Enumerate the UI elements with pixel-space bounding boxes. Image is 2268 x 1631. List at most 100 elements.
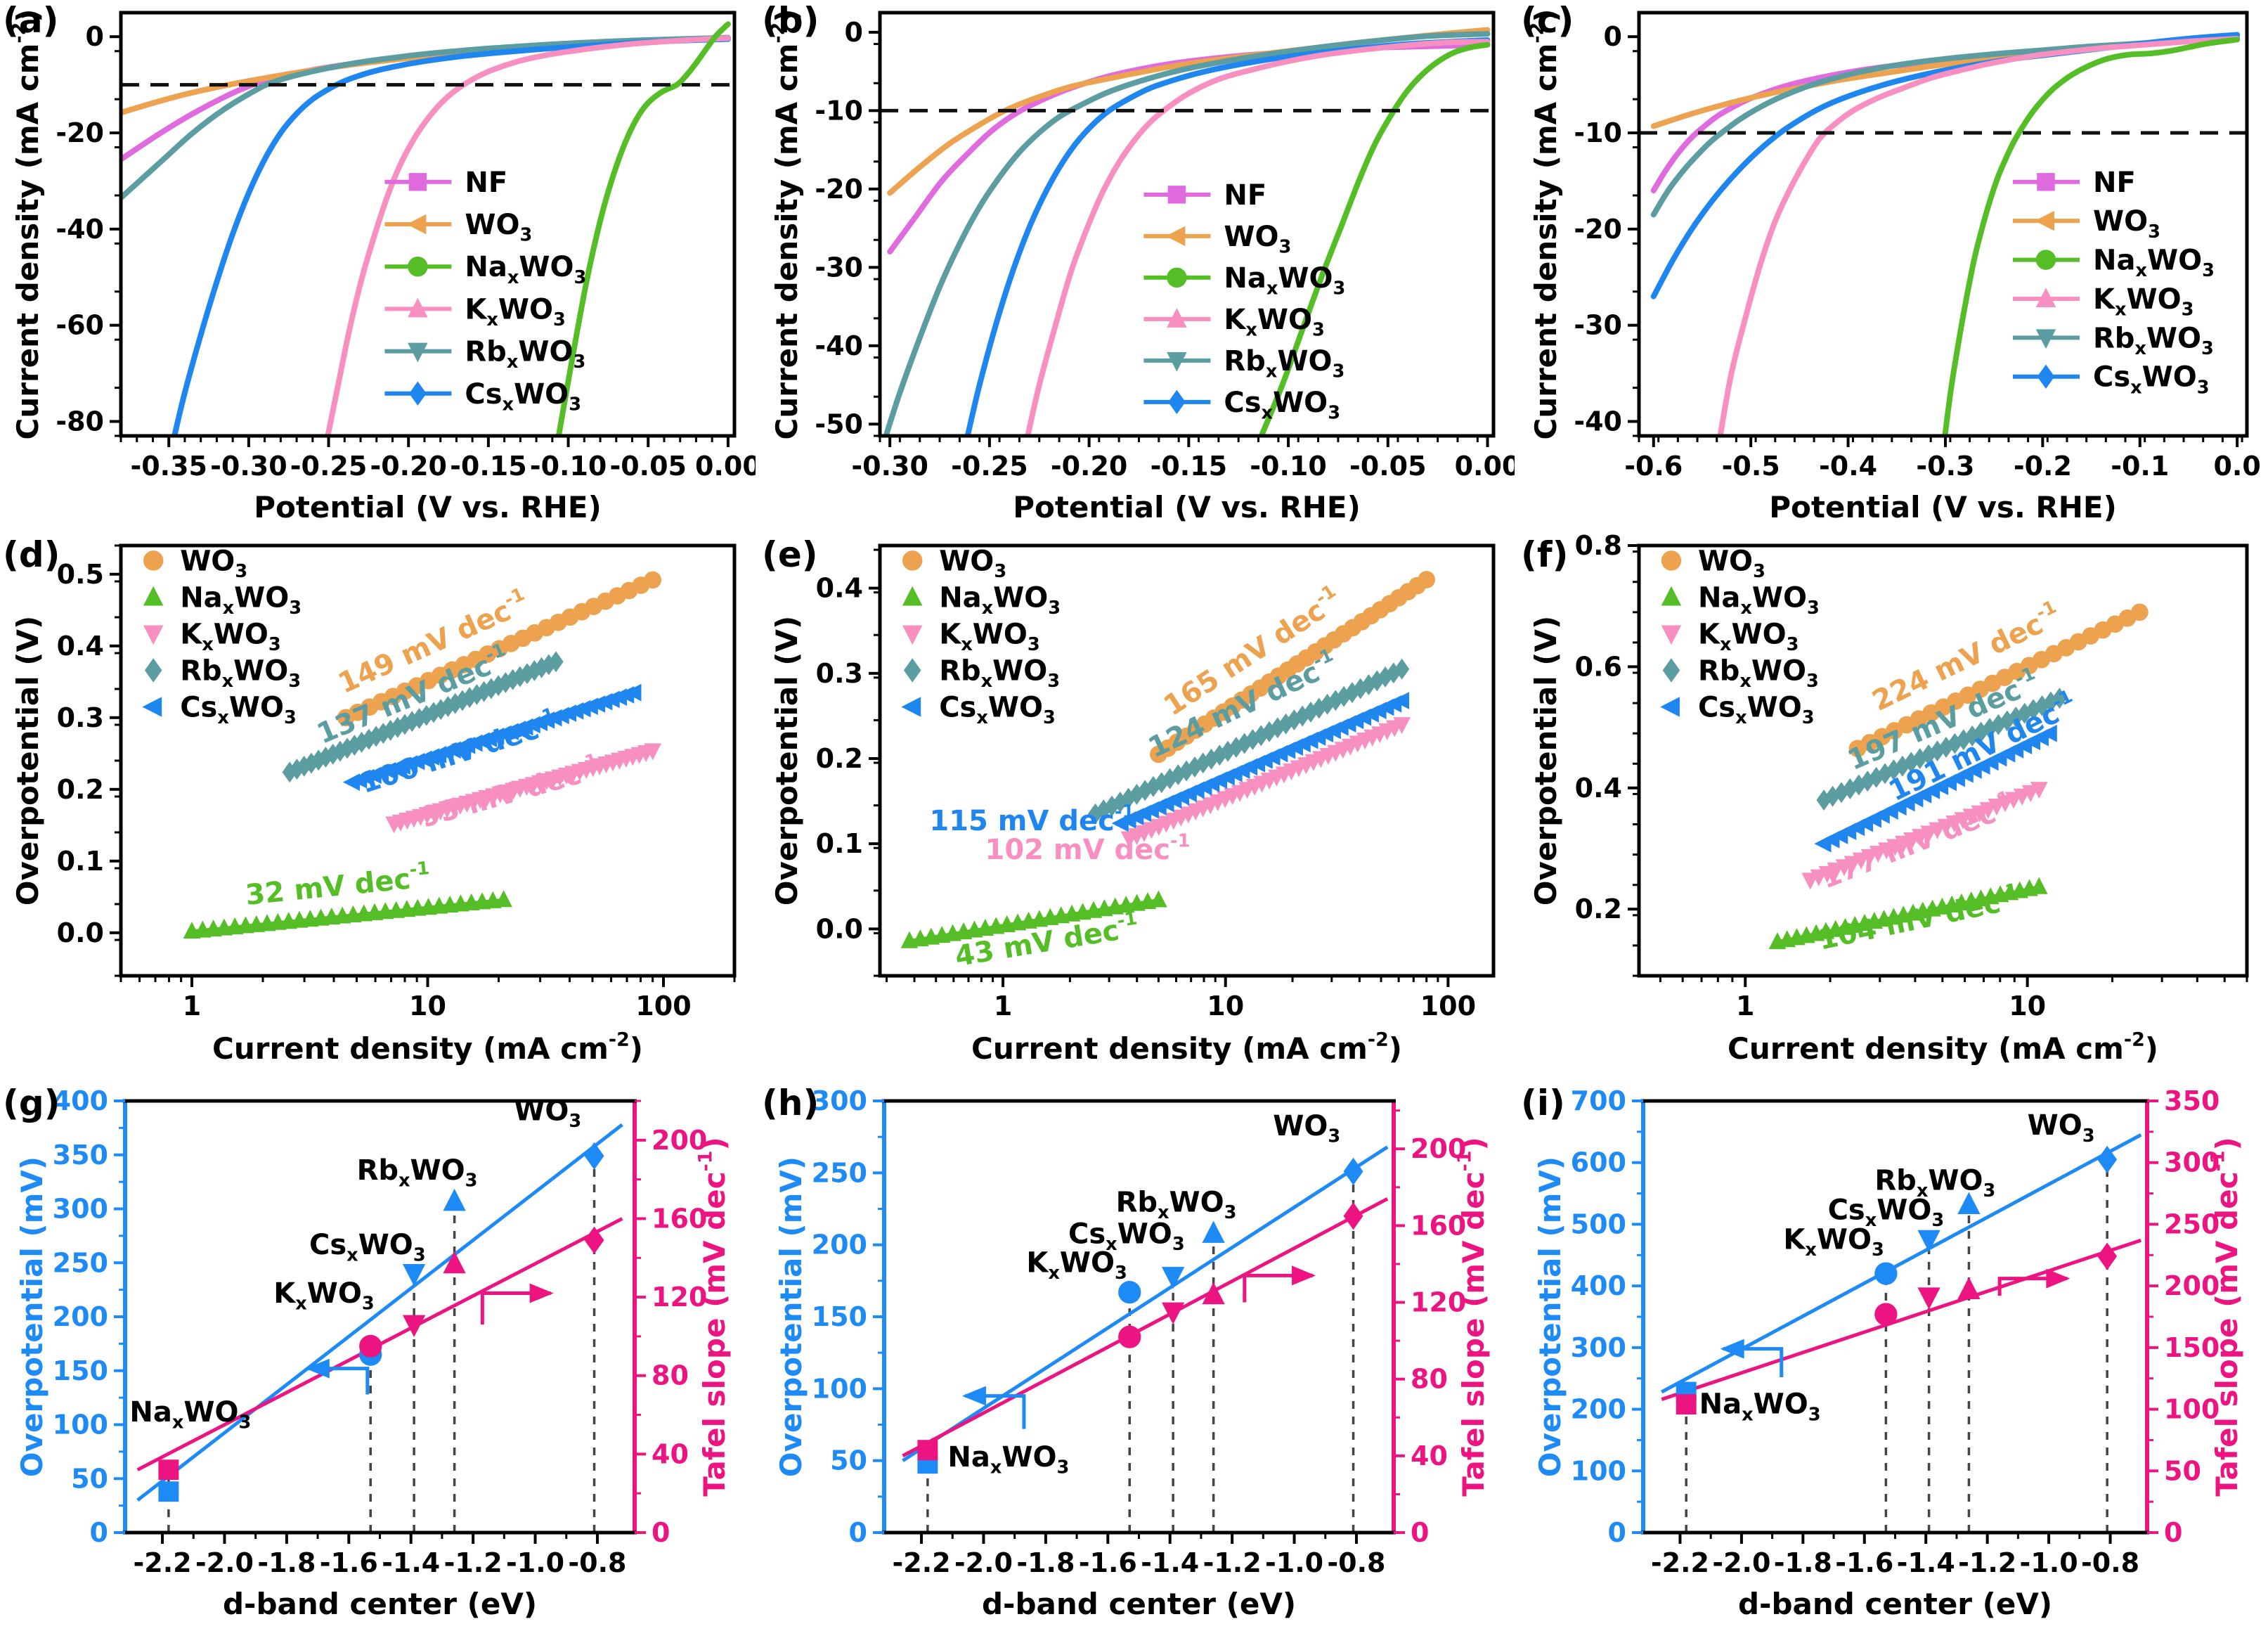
legend-label: RbxWO3 [465, 336, 585, 373]
y-tick-label: -20 [56, 117, 104, 148]
legend-label: CsxWO3 [2093, 361, 2210, 399]
x-axis-title: Current density (mA cm-2) [212, 1029, 643, 1066]
x-tick-label: -0.6 [1624, 451, 1683, 482]
series-cs [1814, 724, 2057, 853]
y-tick-label-right: 0 [652, 1517, 670, 1548]
axis-indicator-arrow [1243, 1273, 1314, 1303]
legend-item-nf: NF [384, 167, 507, 199]
legend-label: NF [1224, 179, 1266, 212]
legend-item-wo3: WO3 [384, 209, 532, 246]
arrowhead [529, 1283, 554, 1303]
legend-item-nf: NF [2012, 167, 2136, 199]
curves [1650, 32, 2241, 436]
tafel-slope-label: 104 mV dec-1 [1815, 879, 2023, 957]
plot-frame [878, 543, 1496, 978]
panel-e: (e) 165 mV dec-1 124 mV dec-1 115 mV dec-1… [759, 534, 1515, 1083]
y-tick-label: -30 [1574, 310, 1622, 341]
y-tick-label-right: 350 [2164, 1085, 2220, 1116]
y-tick-label: 0.5 [57, 559, 104, 590]
y-tick-label: 50 [71, 1463, 108, 1494]
y-tick-label-right: 300 [2164, 1147, 2220, 1178]
axis-arrows [961, 1265, 1316, 1429]
x-tick-label: 100 [635, 991, 691, 1021]
y-axis-title: Overpotential (V) [770, 616, 804, 905]
axes: 1 10 100 0.0 0.1 0.2 0.3 0.4 Current density (mA… [770, 548, 1476, 1066]
legend-item-wo3: WO3 [1661, 545, 1765, 582]
x-tick-label: -0.20 [1051, 451, 1128, 482]
axis-arrows [305, 1283, 554, 1395]
legend-label: KxWO3 [1698, 618, 1799, 655]
y-tick-label-right: 150 [2164, 1332, 2220, 1363]
x-tick-label: 10 [2009, 991, 2046, 1021]
legend-item-na: NaxWO3 [2012, 245, 2215, 281]
legend-label: NaxWO3 [180, 581, 302, 619]
legend-item-wo3: WO3 [143, 545, 247, 582]
curve-k [1025, 39, 1491, 436]
legend-label: CsxWO3 [180, 692, 297, 729]
legend-label: WO3 [1224, 221, 1291, 258]
y-tick-label: 50 [830, 1445, 867, 1476]
material-label: NaxWO3 [947, 1441, 1069, 1478]
series-rb [1816, 688, 2068, 811]
tafel-slope-label: 102 mV dec-1 [985, 830, 1191, 866]
y-tick-label: 0.6 [1575, 651, 1622, 682]
x-axis-title: d-band center (eV) [223, 1587, 537, 1621]
x-tick-label: -0.8 [2081, 1547, 2139, 1578]
x-tick-label: 1 [994, 991, 1012, 1021]
y-axis-title: Current density (mA cm-2) [767, 9, 804, 440]
legend-item-rb: RbxWO3 [2012, 322, 2214, 359]
x-axis-title: Current density (mA cm-2) [971, 1029, 1402, 1066]
y-tick-label: -40 [1574, 406, 1622, 437]
right-axis-title: Tafel slope (mV dec-1) [695, 1137, 732, 1496]
material-label: RbxWO3 [1116, 1187, 1237, 1224]
fit-line-overpotential [136, 1123, 623, 1502]
series-wo3 [1150, 571, 1436, 763]
x-tick-label: -1.0 [2020, 1547, 2078, 1578]
panel-i: (i) NaxWO3 KxWO3 CsxWO3 RbxWO3 WO3 -2.2 -2.0 -1… [1518, 1083, 2268, 1631]
material-label: CsxWO3 [309, 1229, 426, 1266]
axis-indicator-arrow [1997, 1277, 2068, 1296]
fit-line-tafel [1661, 1238, 2142, 1401]
panel-a: (a) NF WO3 NaxWO3 KxWO3 RbxWO3 CsxWO3 -0.35 -0.… [0, 0, 756, 534]
y-tick-label-right: 80 [1411, 1364, 1448, 1395]
x-tick-label: -0.25 [951, 451, 1028, 482]
axes: -2.2 -2.0 -1.8 -1.6 -1.4 -1.2 -1.0 -0.8 0 50 100 15… [15, 1085, 732, 1621]
x-tick-label: -0.5 [1722, 451, 1780, 482]
legend-label: NaxWO3 [465, 251, 586, 288]
y-tick-label: 250 [53, 1247, 108, 1278]
curve-na [1942, 37, 2241, 436]
y-tick-label: -50 [815, 408, 863, 439]
panel-label-h: (h) [762, 1083, 819, 1123]
x-tick-label: -1.2 [1958, 1547, 2016, 1578]
legend-label: CsxWO3 [465, 378, 581, 415]
x-tick-label: -1.8 [257, 1547, 316, 1578]
y-tick-label: 0 [849, 1517, 867, 1548]
fit-lines [902, 1145, 1389, 1462]
x-axis-title: Potential (V vs. RHE) [1013, 490, 1361, 524]
fit-line-overpotential [902, 1145, 1389, 1462]
material-label: NaxWO3 [1699, 1388, 1821, 1426]
x-tick-label: -0.35 [130, 451, 207, 482]
series-wo3 [337, 571, 662, 727]
y-tick-label: -20 [815, 174, 863, 205]
legend-item-k: KxWO3 [143, 618, 281, 655]
legend-label: CsxWO3 [1698, 692, 1815, 729]
series-wo3 [1848, 603, 2149, 758]
y-tick-label-right: 80 [652, 1360, 689, 1391]
curve-k [1717, 35, 2241, 436]
legend-label: NaxWO3 [1698, 581, 1820, 619]
legend-item-cs: CsxWO3 [1660, 692, 1815, 729]
y-tick-label-right: 160 [652, 1203, 707, 1234]
series-cs [1111, 692, 1410, 832]
panel-d: (d) 149 mV dec-1 137 mV dec-1 106 mV dec-1… [0, 534, 756, 1083]
legend-item-cs: CsxWO3 [901, 692, 1056, 728]
